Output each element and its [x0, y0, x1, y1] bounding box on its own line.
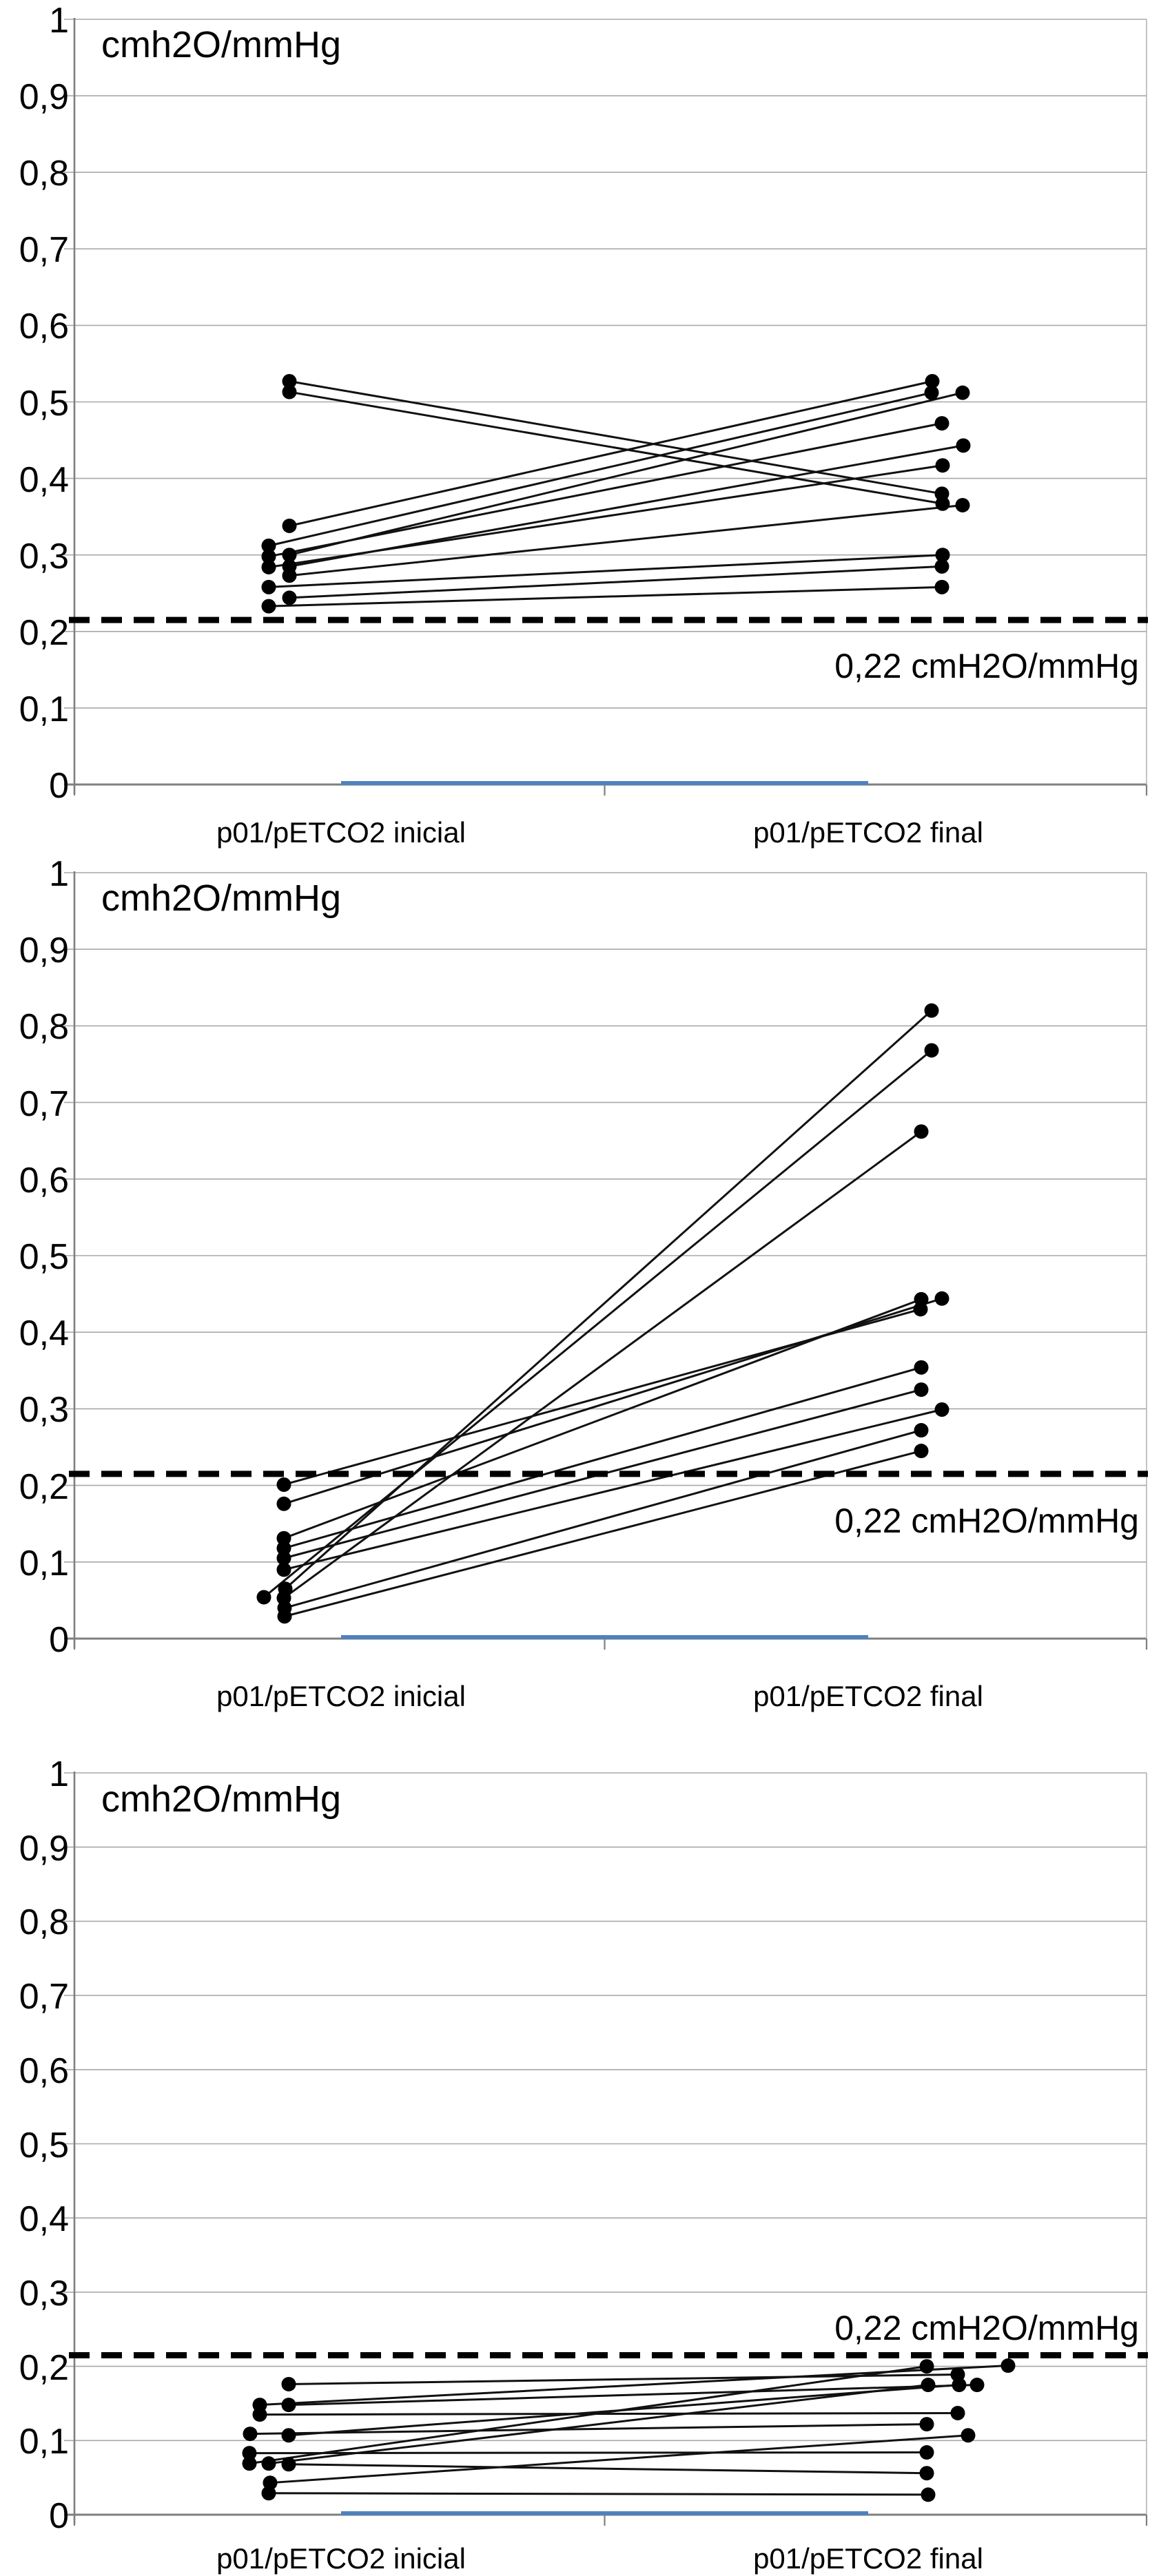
threshold-label: 0,22 cmH2O/mmHg: [834, 1502, 1139, 1540]
chart-title: cmh2O/mmHg: [101, 1778, 342, 1820]
y-tick-label: 0,6: [19, 307, 69, 347]
chart-3-canvas: [64, 1772, 1148, 2526]
y-tick-label: 0,2: [19, 1466, 69, 1507]
x-axis-label-final: p01/pETCO2 final: [753, 1680, 983, 1712]
y-tick-label: 0,7: [19, 1977, 69, 2017]
y-tick-label: 1: [49, 1754, 69, 1794]
y-tick-label: 0: [49, 2496, 69, 2536]
chart-title: cmh2O/mmHg: [101, 877, 342, 919]
chart-3: 0 0,1 0,2 0,3 0,4 0,5 0,6 0,7 0,8 0,9 1 cmh2O/mmHg…: [0, 1717, 1150, 2576]
y-tick-label: 0,6: [19, 1160, 69, 1201]
y-tick-label: 0,4: [19, 459, 69, 500]
y-tick-label: 0,9: [19, 1828, 69, 1869]
y-tick-label: 0,3: [19, 2273, 69, 2314]
y-tick-label: 0,4: [19, 1313, 69, 1354]
x-axis-label-final: p01/pETCO2 final: [753, 2542, 983, 2575]
y-tick-label: 0,4: [19, 2199, 69, 2240]
y-tick-label: 0,3: [19, 1390, 69, 1431]
y-tick-label: 0,3: [19, 536, 69, 577]
y-tick-label: 0,5: [19, 1237, 69, 1277]
y-tick-label: 0,5: [19, 383, 69, 424]
y-tick-label: 0,7: [19, 230, 69, 271]
y-tick-label: 0,8: [19, 154, 69, 194]
y-tick-label: 0: [49, 766, 69, 806]
y-tick-label: 0,1: [19, 2422, 69, 2462]
x-axis-label-initial: p01/pETCO2 inicial: [216, 816, 466, 849]
y-tick-label: 0,7: [19, 1083, 69, 1124]
y-tick-label: 0,6: [19, 2050, 69, 2091]
chart-title: cmh2O/mmHg: [101, 24, 342, 65]
chart-1: 0 0,1 0,2 0,3 0,4 0,5 0,6 0,7 0,8 0,9 1 cmh2O/mmHg…: [0, 0, 1150, 859]
y-tick-label: 1: [49, 1, 69, 41]
threshold-label: 0,22 cmH2O/mmHg: [834, 647, 1139, 685]
threshold-label: 0,22 cmH2O/mmHg: [834, 2309, 1139, 2347]
y-tick-label: 0,1: [19, 1543, 69, 1583]
y-tick-label: 0,2: [19, 612, 69, 653]
y-tick-label: 0: [49, 1620, 69, 1660]
chart-2-canvas: [64, 871, 1148, 1650]
y-tick-label: 0,9: [19, 931, 69, 971]
x-axis-label-final: p01/pETCO2 final: [753, 816, 983, 849]
y-tick-label: 1: [49, 859, 69, 894]
y-tick-label: 0,2: [19, 2347, 69, 2388]
x-axis-label-initial: p01/pETCO2 inicial: [216, 2542, 466, 2575]
y-tick-label: 0,8: [19, 1902, 69, 1943]
y-tick-label: 0,1: [19, 689, 69, 729]
y-tick-label: 0,9: [19, 77, 69, 118]
y-tick-label: 0,5: [19, 2125, 69, 2165]
chart-1-canvas: [64, 18, 1148, 796]
y-tick-label: 0,8: [19, 1007, 69, 1048]
x-axis-label-initial: p01/pETCO2 inicial: [216, 1680, 466, 1712]
chart-2: 0 0,1 0,2 0,3 0,4 0,5 0,6 0,7 0,8 0,9 1 cmh2O/mmHg…: [0, 859, 1150, 1718]
